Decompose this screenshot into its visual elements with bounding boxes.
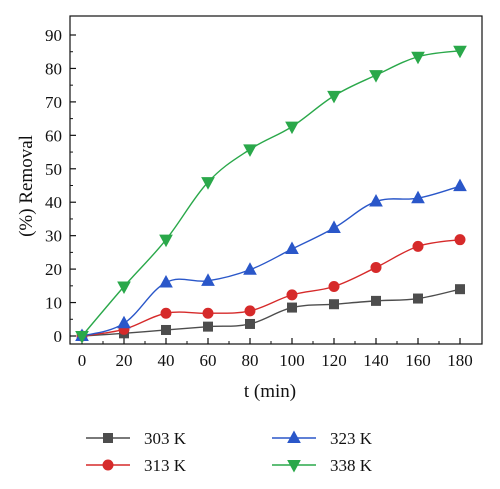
y-tick-label: 10 xyxy=(45,294,62,313)
data-point-338k xyxy=(201,177,215,190)
legend-item-338k: 338 K xyxy=(272,456,373,475)
data-point-313k xyxy=(244,305,256,317)
data-point-303k xyxy=(329,299,339,310)
x-axis-title: t (min) xyxy=(244,381,296,402)
x-tick-label: 80 xyxy=(242,351,259,370)
data-point-323k xyxy=(327,220,341,233)
x-tick-label: 20 xyxy=(116,351,133,370)
data-point-338k xyxy=(159,234,173,248)
y-tick-label: 70 xyxy=(45,93,62,112)
series-line-303k xyxy=(81,288,461,337)
legend-marker xyxy=(287,460,301,473)
y-tick-label: 60 xyxy=(45,126,62,145)
data-point-323k xyxy=(411,190,425,204)
data-point-303k xyxy=(161,324,171,335)
y-tick-label: 80 xyxy=(45,59,62,78)
x-tick-label: 60 xyxy=(200,351,217,370)
data-point-303k xyxy=(287,302,297,313)
data-point-313k xyxy=(454,234,466,246)
x-axis-ticks: 0 20 40 60 80 100 120 140 160 180 xyxy=(78,338,473,370)
y-axis-title: (%) Removal xyxy=(16,135,37,237)
series-323k xyxy=(75,178,467,341)
y-tick-label: 90 xyxy=(45,26,62,45)
data-point-338k xyxy=(285,121,299,135)
data-point-323k xyxy=(201,273,215,286)
x-tick-label: 40 xyxy=(158,351,175,370)
y-tick-label: 40 xyxy=(45,193,62,212)
series-338k xyxy=(75,45,467,344)
legend-marker xyxy=(103,433,113,443)
data-point-303k xyxy=(371,295,381,306)
legend-label: 313 K xyxy=(144,456,187,475)
legend: 303 K 313 K 323 K 338 K xyxy=(86,429,373,475)
series-layer xyxy=(75,45,467,344)
data-point-303k xyxy=(245,318,255,329)
legend-label: 303 K xyxy=(144,429,187,448)
legend-marker xyxy=(102,459,114,471)
data-point-338k xyxy=(75,331,89,344)
data-point-313k xyxy=(328,281,340,293)
data-point-303k xyxy=(455,284,465,295)
data-point-323k xyxy=(453,178,467,192)
data-point-338k xyxy=(453,45,467,59)
series-line-323k xyxy=(81,185,461,337)
series-line-313k xyxy=(81,238,461,337)
series-313k xyxy=(76,234,466,342)
data-point-303k xyxy=(413,293,423,304)
data-point-313k xyxy=(160,307,172,319)
y-tick-label: 50 xyxy=(45,160,62,179)
data-point-313k xyxy=(202,307,214,319)
y-axis-ticks: 0 10 20 30 40 50 60 70 80 90 xyxy=(45,26,76,346)
data-point-323k xyxy=(117,315,131,329)
data-point-338k xyxy=(243,144,257,157)
data-point-303k xyxy=(203,321,213,332)
data-point-323k xyxy=(369,194,383,207)
data-point-323k xyxy=(285,241,299,255)
legend-marker xyxy=(287,430,301,443)
legend-label: 338 K xyxy=(330,456,373,475)
data-point-313k xyxy=(412,240,424,252)
data-point-313k xyxy=(370,261,382,273)
data-point-338k xyxy=(411,51,425,65)
data-point-323k xyxy=(159,274,173,288)
x-tick-label: 140 xyxy=(363,351,389,370)
y-tick-label: 0 xyxy=(54,327,63,346)
x-tick-label: 160 xyxy=(405,351,431,370)
series-line-338k xyxy=(81,50,461,337)
data-point-338k xyxy=(327,90,341,104)
plot-frame xyxy=(69,15,483,345)
data-point-338k xyxy=(117,281,131,295)
legend-item-313k: 313 K xyxy=(86,456,187,475)
plot-border xyxy=(69,15,483,345)
y-tick-label: 20 xyxy=(45,260,62,279)
x-tick-label: 120 xyxy=(321,351,347,370)
data-point-313k xyxy=(286,289,298,301)
legend-item-323k: 323 K xyxy=(272,429,373,448)
x-tick-label: 0 xyxy=(78,351,87,370)
legend-item-303k: 303 K xyxy=(86,429,187,448)
y-tick-label: 30 xyxy=(45,227,62,246)
data-point-338k xyxy=(369,70,383,83)
x-tick-label: 100 xyxy=(279,351,305,370)
legend-label: 323 K xyxy=(330,429,373,448)
data-point-323k xyxy=(243,262,257,275)
x-tick-label: 180 xyxy=(447,351,473,370)
